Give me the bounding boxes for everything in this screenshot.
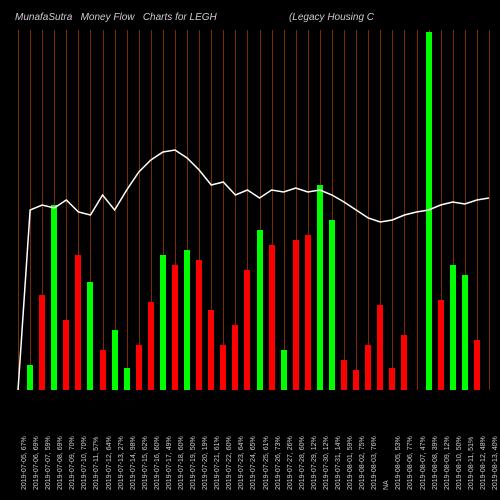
price-line	[12, 30, 495, 390]
x-axis-label: 2019-07-23, 64%	[238, 436, 245, 490]
x-axis-label: 2019-07-10, 70%	[81, 436, 88, 490]
x-axis-label: 2019-07-12, 64%	[106, 436, 113, 490]
x-axis-label: 2019-07-19, 50%	[190, 436, 197, 490]
x-axis-label: 2019-07-21, 61%	[214, 436, 221, 490]
x-axis-label: 2019-07-17, 49%	[166, 436, 173, 490]
chart-title: MunafaSutra Money Flow Charts for LEGH (…	[15, 12, 374, 23]
x-axis-label: 2019-07-06, 69%	[33, 436, 40, 490]
x-axis-label: 2019-07-29, 12%	[311, 436, 318, 490]
x-axis-label: 2019-08-07, 47%	[420, 436, 427, 490]
x-axis-label: 2019-08-08, 39%	[432, 436, 439, 490]
x-axis-label: 2019-08-12, 48%	[480, 436, 487, 490]
x-axis-label: 2019-07-09, 70%	[69, 436, 76, 490]
x-axis-label: 2019-07-30, 12%	[323, 436, 330, 490]
x-axis-label: 2019-07-11, 57%	[93, 437, 100, 490]
x-axis-label: 2019-08-06, 77%	[407, 436, 414, 490]
x-axis-label: 2019-07-16, 60%	[154, 436, 161, 490]
x-axis-label: 2019-08-02, 75%	[359, 436, 366, 490]
x-axis-label: 2019-08-10, 50%	[456, 436, 463, 490]
x-axis-label: 2019-07-15, 62%	[142, 436, 149, 490]
x-axis-label: 2019-07-26, 73%	[275, 436, 282, 490]
x-axis-label: 2019-08-01, 59%	[347, 436, 354, 490]
x-axis-label: NA	[383, 480, 390, 490]
x-axis-label: 2019-07-22, 60%	[226, 436, 233, 490]
x-axis-label: 2019-07-24, 65%	[250, 436, 257, 490]
x-axis-label: 2019-07-05, 67%	[21, 436, 28, 490]
chart-area	[12, 30, 495, 390]
x-axis-label: 2019-07-14, 98%	[130, 436, 137, 490]
x-axis-labels: 2019-07-05, 67% 2019-07-06, 69% 2019-07-07…	[12, 390, 495, 500]
x-axis-label: 2019-07-31, 14%	[335, 436, 342, 490]
x-axis-label: 2019-07-07, 59%	[45, 436, 52, 490]
x-axis-label: 2019-07-27, 26%	[287, 436, 294, 490]
x-axis-label: 2019-08-11, 51%	[468, 437, 475, 490]
x-axis-label: 2019-07-18, 60%	[178, 436, 185, 490]
x-axis-label: 2019-07-25, 61%	[263, 436, 270, 490]
x-axis-label: 2019-07-13, 27%	[118, 436, 125, 490]
x-axis-label: 2019-08-05, 53%	[395, 436, 402, 490]
x-axis-label: 2019-07-28, 60%	[299, 436, 306, 490]
x-axis-label: 2019-07-08, 69%	[57, 436, 64, 490]
x-axis-label: 2019-07-20, 19%	[202, 436, 209, 490]
x-axis-label: 2019-08-03, 76%	[371, 436, 378, 490]
x-axis-label: 2019-08-09, 12%	[444, 436, 451, 490]
x-axis-label: 2019-08-13, 40%	[492, 436, 499, 490]
